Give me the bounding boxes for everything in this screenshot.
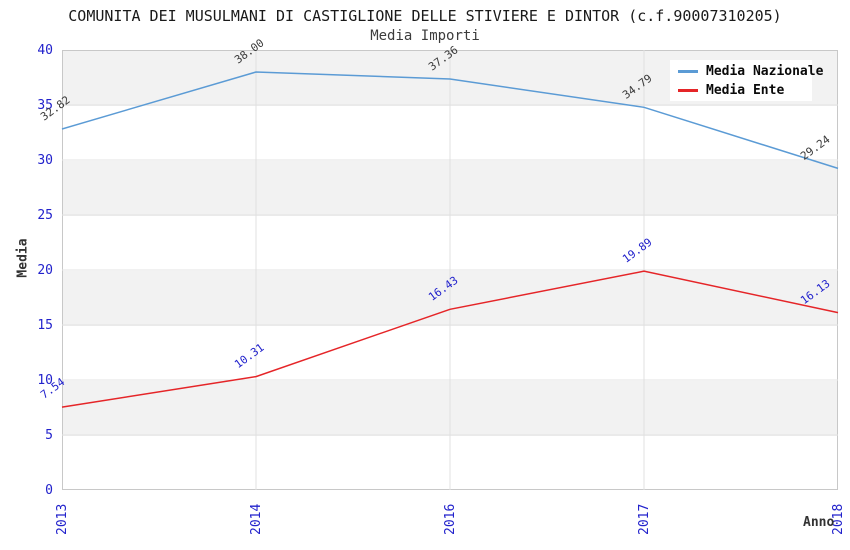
legend: Media Nazionale Media Ente <box>670 60 823 101</box>
y-tick-label: 30 <box>37 153 53 168</box>
y-tick-label: 35 <box>37 98 53 113</box>
y-tick-label: 40 <box>37 43 53 58</box>
x-tick-label: 2018 <box>831 504 846 535</box>
legend-swatch-red-line <box>678 88 698 92</box>
data-label-media-ente: 19.89 <box>620 236 654 266</box>
data-label-media-ente: 16.13 <box>798 277 832 307</box>
y-axis-title: Media <box>15 238 31 278</box>
legend-label-media-ente: Media Ente <box>706 82 785 98</box>
y-tick-label: 15 <box>37 318 53 333</box>
x-axis-title: Anno <box>803 515 835 530</box>
x-tick-label: 2014 <box>249 504 264 535</box>
data-label-media-ente: 10.31 <box>232 341 266 371</box>
x-tick-label: 2016 <box>443 504 458 535</box>
series-line-media-nazionale <box>61 71 839 170</box>
y-tick-label: 0 <box>45 483 53 498</box>
data-label-media-nazionale: 34.79 <box>620 72 654 102</box>
x-tick-label: 2013 <box>55 504 70 535</box>
data-label-media-ente: 16.43 <box>426 274 460 304</box>
x-tick-label: 2017 <box>637 504 652 535</box>
data-label-media-nazionale: 37.36 <box>426 43 460 73</box>
series-line-media-ente <box>61 270 839 408</box>
legend-item-media-ente: Media Ente <box>678 83 812 98</box>
y-tick-label: 20 <box>37 263 53 278</box>
chart-title: COMUNITA DEI MUSULMANI DI CASTIGLIONE DE… <box>68 7 782 25</box>
y-tick-label: 25 <box>37 208 53 223</box>
data-label-media-nazionale: 29.24 <box>798 133 833 163</box>
data-label-media-nazionale: 38.00 <box>232 36 266 66</box>
y-tick-label: 10 <box>37 373 53 388</box>
y-tick-label: 5 <box>45 428 53 443</box>
legend-label-media-nazionale: Media Nazionale <box>706 63 824 79</box>
chart-subtitle: Media Importi <box>370 28 480 44</box>
legend-swatch-blue-line <box>678 69 698 73</box>
legend-item-media-nazionale: Media Nazionale <box>678 64 823 79</box>
